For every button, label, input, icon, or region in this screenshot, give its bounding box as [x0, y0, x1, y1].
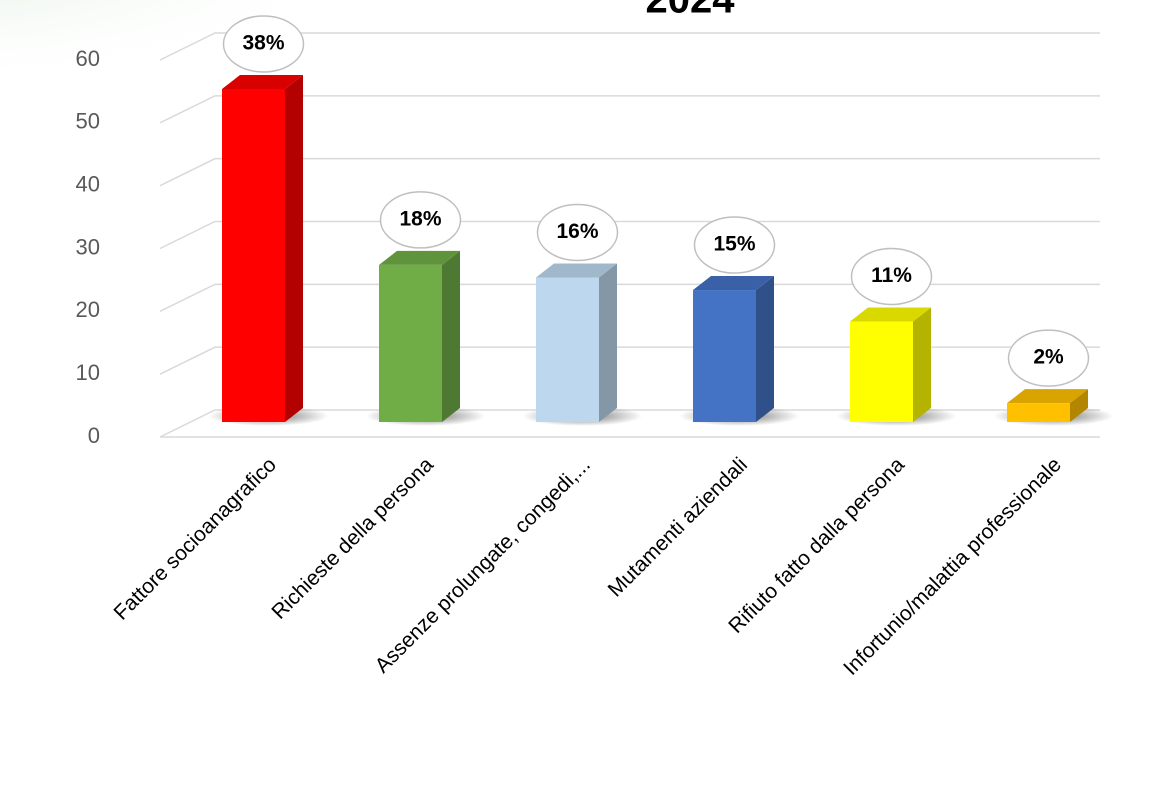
label-bubble — [536, 203, 619, 262]
bar-top — [222, 74, 303, 89]
bar — [1007, 403, 1070, 422]
chart-title: 2024 — [646, 0, 736, 22]
percentage-label: 2% — [1033, 346, 1064, 369]
bar-top — [693, 276, 774, 291]
percentage-label: 11% — [871, 264, 912, 287]
percentage-label: 15% — [713, 233, 755, 256]
grid-line — [159, 283, 1100, 313]
label-bubble — [693, 216, 776, 274]
y-tick-label: 0 — [88, 423, 100, 448]
percentage-label: 16% — [556, 220, 598, 243]
bar-side — [442, 250, 460, 422]
grid-line — [159, 157, 1100, 187]
bar — [222, 88, 285, 422]
bar-side — [285, 74, 303, 422]
y-tick-label: 10 — [76, 360, 100, 385]
label-bubble — [850, 247, 933, 306]
bar-top — [379, 250, 460, 265]
bar-top — [1007, 389, 1088, 404]
x-tick-label: Fattore socioanagrafico — [110, 453, 281, 624]
y-tick-label: 40 — [76, 171, 100, 196]
bar-side — [599, 263, 617, 422]
percentage-label: 38% — [242, 32, 284, 55]
percentage-label: 18% — [399, 207, 441, 230]
grid-line — [159, 220, 1100, 250]
bar-top — [536, 263, 617, 278]
x-tick-label: Richieste della persona — [267, 453, 438, 624]
y-tick-label: 60 — [76, 46, 100, 71]
y-tick-label: 30 — [76, 234, 100, 259]
bar-side — [1070, 389, 1088, 422]
y-tick-label: 20 — [76, 297, 100, 322]
x-tick-label: Mutamenti aziendali — [604, 453, 752, 601]
grid-line — [159, 32, 1100, 61]
grid-line — [159, 409, 1100, 438]
bar-side — [913, 307, 931, 422]
bar-top — [850, 307, 931, 322]
x-tick-label: Rifiuto fatto dalla persona — [724, 453, 909, 638]
label-bubble — [1007, 329, 1090, 387]
bar — [693, 290, 756, 422]
label-bubble — [222, 15, 305, 73]
grid-line — [159, 95, 1100, 124]
bar — [536, 277, 599, 422]
label-bubble — [379, 191, 462, 249]
grid-line — [159, 346, 1100, 375]
bar-side — [756, 276, 774, 422]
bar — [850, 321, 913, 422]
bar — [379, 264, 442, 422]
y-tick-label: 50 — [76, 109, 100, 134]
